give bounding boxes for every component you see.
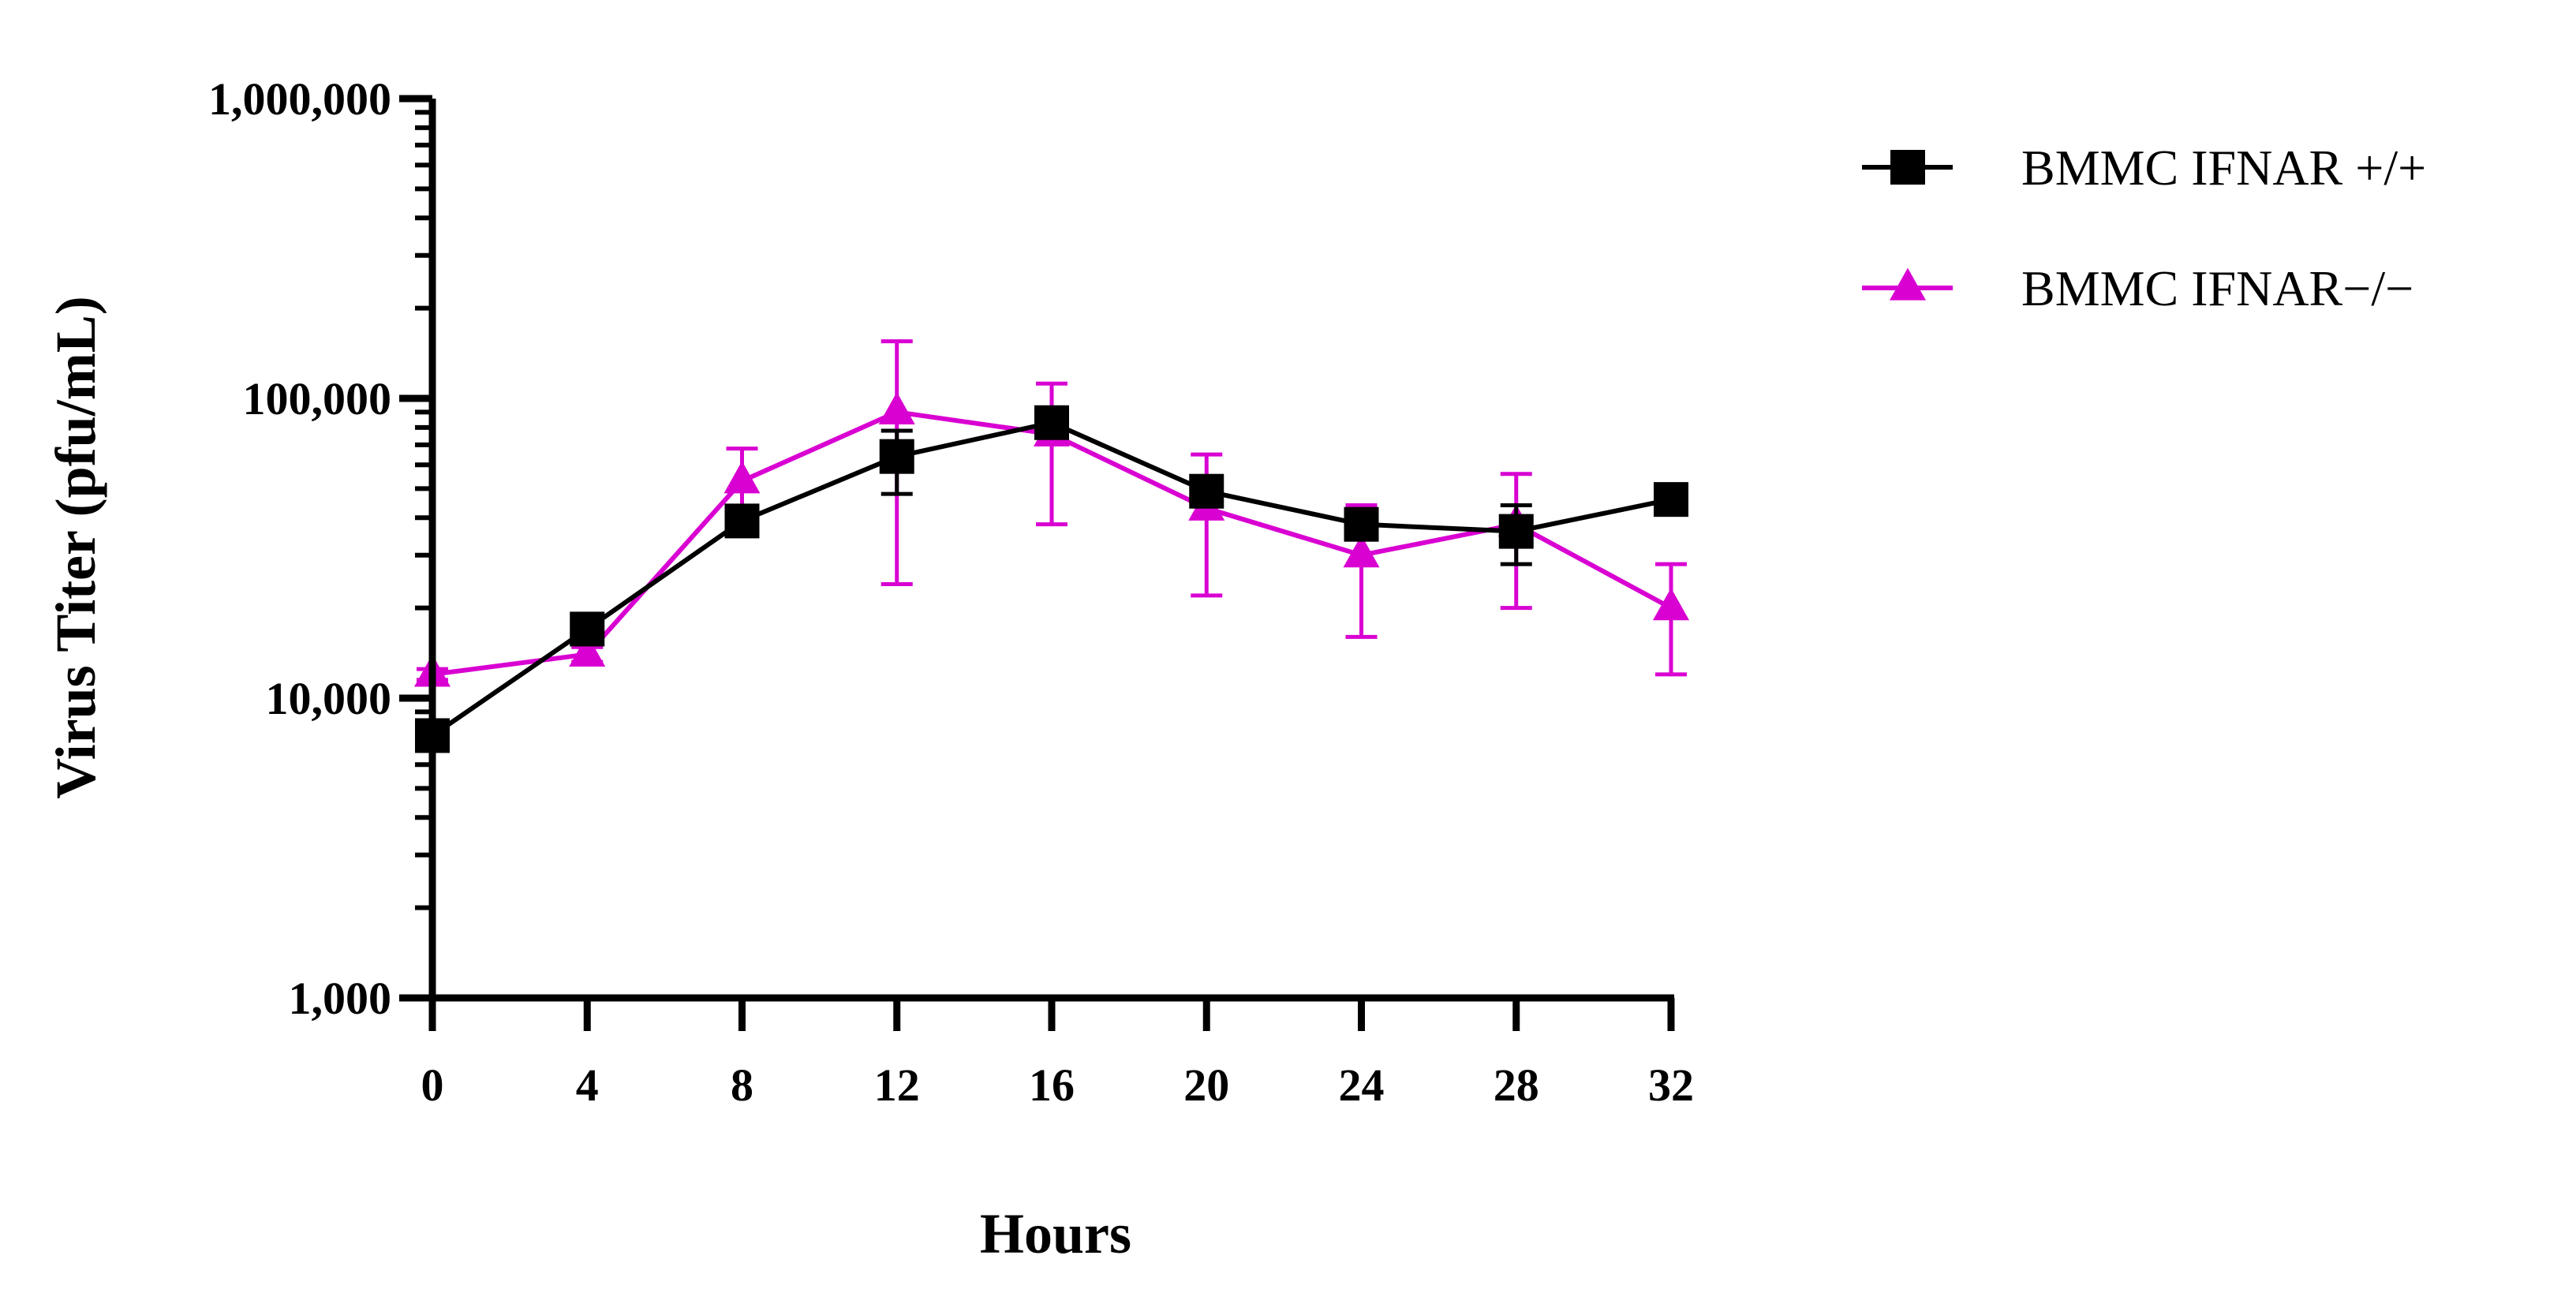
data-point <box>1344 506 1379 542</box>
data-point <box>878 391 915 424</box>
series-layer <box>414 339 1689 753</box>
data-point <box>879 439 914 474</box>
data-point <box>1189 473 1224 509</box>
axes <box>399 95 1675 1031</box>
data-point <box>1034 405 1069 440</box>
y-tick-label: 10,000 <box>266 673 392 724</box>
x-tick-label: 8 <box>731 1059 753 1111</box>
y-tick-label: 1,000,000 <box>208 73 391 125</box>
y-axis-title: Virus Titer (pfu/mL) <box>44 296 107 798</box>
y-tick-label: 100,000 <box>243 373 392 424</box>
y-tick-label: 1,000 <box>289 973 392 1024</box>
legend-marker <box>1890 150 1925 185</box>
series-2 <box>414 339 1689 687</box>
data-point <box>723 461 761 494</box>
data-point <box>1498 514 1534 549</box>
legend-item-1: BMMC IFNAR +/+ <box>1862 140 2426 196</box>
legend-item-2: BMMC IFNAR−/− <box>1862 260 2413 316</box>
data-point <box>569 634 606 667</box>
data-point <box>1653 588 1689 621</box>
x-tick-label: 12 <box>874 1059 920 1111</box>
x-tick-label: 20 <box>1183 1059 1229 1111</box>
legend-marker <box>1890 267 1926 301</box>
legend-label: BMMC IFNAR +/+ <box>2021 140 2426 196</box>
x-tick-label: 24 <box>1339 1059 1385 1111</box>
legend-label: BMMC IFNAR−/− <box>2021 260 2413 316</box>
x-tick-label: 0 <box>421 1059 444 1111</box>
data-point <box>1343 535 1380 568</box>
x-tick-label: 32 <box>1648 1059 1694 1111</box>
series-1 <box>415 405 1688 753</box>
legend: BMMC IFNAR +/+ BMMC IFNAR−/− <box>1862 140 2426 316</box>
x-tick-label: 16 <box>1029 1059 1075 1111</box>
data-point <box>570 611 605 647</box>
x-tick-label: 4 <box>576 1059 599 1111</box>
x-tick-label: 28 <box>1494 1059 1539 1111</box>
data-point <box>1654 482 1688 517</box>
data-point <box>724 503 760 539</box>
x-axis-title: Hours <box>980 1202 1131 1265</box>
